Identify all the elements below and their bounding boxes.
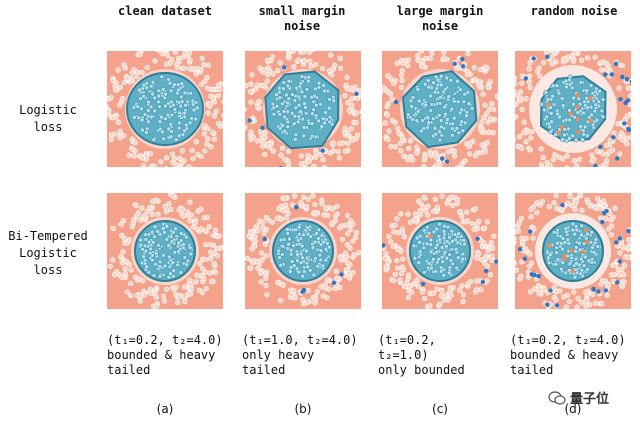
caption-b: (t₁=1.0, t₂=4.0) only heavy tailed bbox=[242, 333, 358, 377]
subfigure-letter-c: (c) bbox=[432, 402, 448, 416]
subfigure-letter-a: (a) bbox=[156, 402, 174, 416]
panel-bitempered-clean bbox=[107, 193, 223, 309]
caption-d: (t₁=0.2, t₂=4.0) bounded & heavy tailed bbox=[510, 333, 626, 377]
panel-bitempered-large-margin bbox=[382, 193, 498, 309]
subfigure-letter-b: (b) bbox=[294, 402, 312, 416]
caption-a: (t₁=0.2, t₂=4.0) bounded & heavy tailed bbox=[107, 333, 223, 377]
row-label-logistic: Logistic loss bbox=[19, 103, 77, 134]
panel-logistic-small-margin bbox=[245, 51, 361, 167]
panel-bitempered-random bbox=[515, 193, 631, 309]
panel-logistic-clean bbox=[107, 51, 223, 167]
row-label-bitempered: Bi-Tempered Logistic loss bbox=[8, 229, 88, 277]
subfigure-letter-d: (d) bbox=[564, 402, 582, 416]
column-title-small-margin: small margin noise bbox=[258, 4, 346, 33]
panel-logistic-random bbox=[515, 51, 631, 167]
panel-bitempered-small-margin bbox=[245, 193, 361, 309]
caption-c: (t₁=0.2, t₂=1.0) only bounded bbox=[378, 333, 465, 377]
column-title-large-margin: large margin noise bbox=[396, 4, 484, 33]
column-title-clean: clean dataset bbox=[118, 4, 212, 18]
watermark-text: 量子位 bbox=[570, 392, 610, 407]
wechat-icon bbox=[548, 390, 566, 405]
watermark: 量子位 bbox=[548, 388, 609, 407]
panel-logistic-large-margin bbox=[382, 51, 498, 167]
column-title-random: random noise bbox=[530, 4, 618, 18]
